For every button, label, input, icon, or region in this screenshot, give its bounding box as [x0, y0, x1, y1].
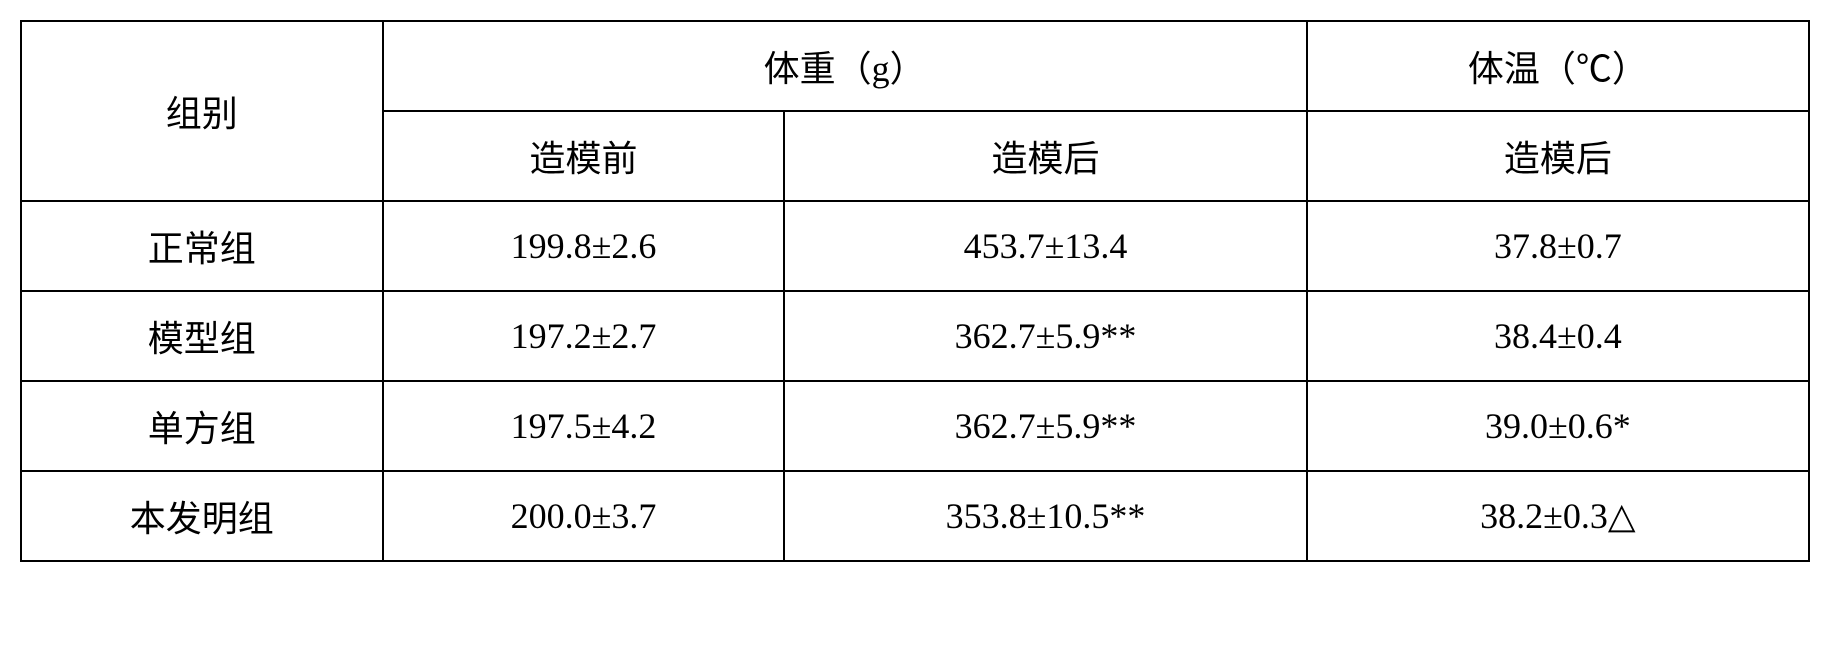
header-weight-before: 造模前 [383, 111, 785, 201]
cell-weight-after: 353.8±10.5** [784, 471, 1306, 561]
cell-weight-before: 197.5±4.2 [383, 381, 785, 471]
table-row: 本发明组 200.0±3.7 353.8±10.5** 38.2±0.3△ [21, 471, 1809, 561]
cell-group: 正常组 [21, 201, 383, 291]
header-temp-after: 造模后 [1307, 111, 1809, 201]
cell-temp-after: 38.2±0.3△ [1307, 471, 1809, 561]
cell-group: 本发明组 [21, 471, 383, 561]
cell-temp-after: 38.4±0.4 [1307, 291, 1809, 381]
header-row-1: 组别 体重（g） 体温（℃） [21, 21, 1809, 111]
cell-temp-after: 39.0±0.6* [1307, 381, 1809, 471]
table-row: 正常组 199.8±2.6 453.7±13.4 37.8±0.7 [21, 201, 1809, 291]
header-weight-after: 造模后 [784, 111, 1306, 201]
cell-weight-before: 200.0±3.7 [383, 471, 785, 561]
cell-weight-after: 362.7±5.9** [784, 381, 1306, 471]
data-table: 组别 体重（g） 体温（℃） 造模前 造模后 造模后 正常组 199.8±2.6… [20, 20, 1810, 562]
cell-weight-after: 362.7±5.9** [784, 291, 1306, 381]
cell-weight-before: 199.8±2.6 [383, 201, 785, 291]
cell-group: 模型组 [21, 291, 383, 381]
cell-weight-after: 453.7±13.4 [784, 201, 1306, 291]
table-row: 单方组 197.5±4.2 362.7±5.9** 39.0±0.6* [21, 381, 1809, 471]
header-temperature: 体温（℃） [1307, 21, 1809, 111]
cell-temp-after: 37.8±0.7 [1307, 201, 1809, 291]
header-group: 组别 [21, 21, 383, 201]
table-row: 模型组 197.2±2.7 362.7±5.9** 38.4±0.4 [21, 291, 1809, 381]
header-weight: 体重（g） [383, 21, 1307, 111]
cell-weight-before: 197.2±2.7 [383, 291, 785, 381]
cell-group: 单方组 [21, 381, 383, 471]
